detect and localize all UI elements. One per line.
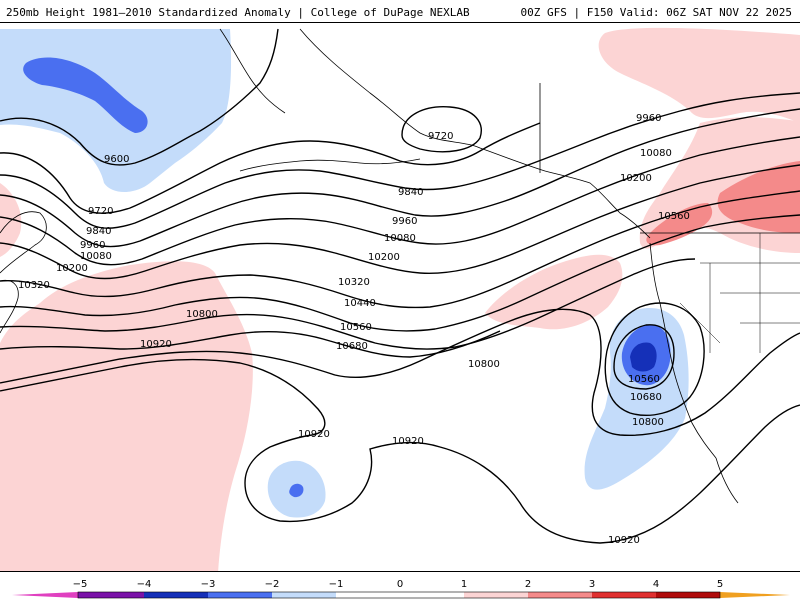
- colorbar-tick: 2: [525, 579, 531, 590]
- colorbar-tick: 0: [397, 579, 403, 590]
- pos1-anomaly-northeast: [598, 27, 800, 123]
- contour-label: 10560: [340, 322, 372, 333]
- contour-label: 10200: [56, 263, 88, 274]
- pos1-anomaly-west-pacific: [0, 183, 22, 257]
- alaska-coast: [299, 28, 651, 239]
- contour-label: 10320: [18, 280, 50, 291]
- neg2-anomaly-hawaii-low: [289, 483, 304, 498]
- contour-label: 10680: [336, 341, 368, 352]
- map-header: 250mb Height 1981–2010 Standardized Anom…: [0, 0, 800, 22]
- model-run-valid-time: 00Z GFS | F150 Valid: 06Z SAT NOV 22 202…: [520, 6, 792, 19]
- colorbar-seg-neg1: [272, 592, 336, 598]
- anomaly-shading: [0, 27, 800, 571]
- contour-9960: [0, 108, 800, 248]
- contour-label: 10200: [620, 173, 652, 184]
- anomaly-map: 9600 9720 9720 9840 9840 9960 9960 9960 …: [0, 22, 800, 572]
- contour-labels: 9600 9720 9720 9840 9840 9960 9960 9960 …: [18, 113, 690, 546]
- contour-10680-closed: [604, 302, 705, 416]
- contour-10440: [0, 214, 800, 332]
- canada-border: [539, 83, 800, 234]
- pos1-anomaly-central-pacific: [0, 261, 253, 571]
- contour-label: 9960: [80, 240, 105, 251]
- pos1-anomaly-east-pacific: [485, 254, 623, 330]
- contour-9600: [0, 28, 279, 166]
- colorbar-seg-neg3: [144, 592, 208, 598]
- contour-label: 10800: [468, 359, 500, 370]
- contour-label: 10800: [186, 309, 218, 320]
- contour-9720-closed: [401, 106, 482, 153]
- contour-10920-north: [0, 358, 800, 544]
- contour-label: 9720: [88, 206, 113, 217]
- contour-label: 9960: [636, 113, 661, 124]
- contour-10680-main: [0, 330, 501, 358]
- contour-label: 9960: [392, 216, 417, 227]
- us-west-coast: [649, 242, 717, 459]
- colorbar-seg-pos3: [592, 592, 656, 598]
- contour-label: 10800: [632, 417, 664, 428]
- bering-coast: [219, 28, 286, 114]
- colorbar-tick: −1: [329, 579, 344, 590]
- map-title: 250mb Height 1981–2010 Standardized Anom…: [6, 6, 470, 19]
- colorbar-tick: −3: [201, 579, 216, 590]
- contour-label: 10320: [338, 277, 370, 288]
- contour-label: 10080: [640, 148, 672, 159]
- colorbar-tick: −5: [73, 579, 88, 590]
- contour-10800: [0, 308, 800, 437]
- contour-label: 10920: [608, 535, 640, 546]
- contour-label: 10920: [298, 429, 330, 440]
- colorbar-tick: −2: [265, 579, 280, 590]
- colorbar-seg-pos4: [656, 592, 720, 598]
- pos2-anomaly-oregon: [646, 203, 713, 246]
- height-contours: [0, 28, 800, 544]
- colorbar-arrow-right: [720, 592, 790, 598]
- contour-label: 10200: [368, 252, 400, 263]
- colorbar-seg-pos2: [528, 592, 592, 598]
- colorbar-tick: 3: [589, 579, 595, 590]
- contour-label: 10920: [140, 339, 172, 350]
- colorbar-seg-neg2: [208, 592, 272, 598]
- contour-10560-main: [0, 258, 696, 350]
- colorbar-outline: [77, 591, 721, 599]
- neg3-anomaly-cutoff-low: [630, 342, 657, 372]
- aleutian-chain: [239, 158, 421, 172]
- colorbar-segments: [12, 591, 790, 599]
- colorbar-tick: 5: [717, 579, 723, 590]
- contour-label: 9600: [104, 154, 129, 165]
- neg2-anomaly-northwest: [23, 57, 148, 133]
- contour-10560-closed: [613, 324, 675, 390]
- colorbar-arrow-left: [12, 592, 78, 598]
- state-borders: [679, 233, 800, 353]
- contour-label: 10680: [630, 392, 662, 403]
- contour-label: 9840: [86, 226, 111, 237]
- contour-10080: [0, 136, 800, 266]
- siberia-coast: [0, 211, 47, 274]
- contour-label: 10560: [628, 374, 660, 385]
- contour-label: 10080: [384, 233, 416, 244]
- contour-label: 10920: [392, 436, 424, 447]
- contour-label: 10080: [80, 251, 112, 262]
- colorbar-seg-zero: [336, 592, 464, 598]
- colorbar-seg-pos1: [464, 592, 528, 598]
- colorbar-tick: 4: [653, 579, 659, 590]
- colorbar-tick: 1: [461, 579, 467, 590]
- baja-coast: [715, 457, 739, 504]
- colorbar-seg-neg4: [78, 592, 144, 598]
- contour-9840: [0, 92, 800, 229]
- coastlines: [0, 28, 800, 504]
- anomaly-colorbar: −5 −4 −3 −2 −1 0 1 2 3 4 5: [0, 574, 800, 600]
- contour-10200: [0, 164, 800, 280]
- contour-label: 9720: [428, 131, 453, 142]
- contour-label: 10560: [658, 211, 690, 222]
- contour-label: 9840: [398, 187, 423, 198]
- contour-label: 10440: [344, 298, 376, 309]
- colorbar-tick: −4: [137, 579, 152, 590]
- colorbar-ticks: −5 −4 −3 −2 −1 0 1 2 3 4 5: [73, 579, 724, 590]
- contour-10320: [0, 190, 800, 309]
- contour-9720-west: [0, 122, 541, 214]
